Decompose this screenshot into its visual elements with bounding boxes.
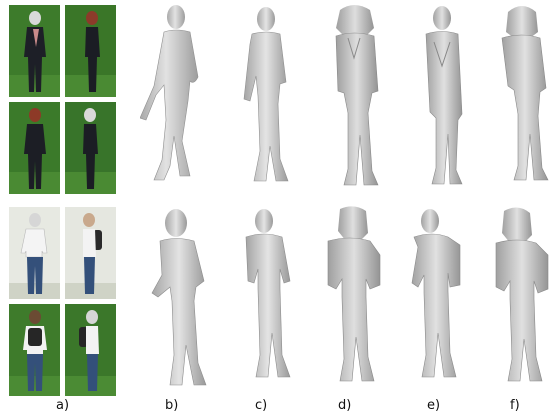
photo-man-back <box>9 304 60 396</box>
mesh-man-c <box>228 205 298 400</box>
mesh-man-d <box>316 205 392 400</box>
mesh-woman-c <box>228 2 298 197</box>
mesh-woman-b <box>140 2 220 197</box>
mesh-woman-d <box>322 2 388 197</box>
mesh-man-f <box>486 205 552 400</box>
label-a: a) <box>56 398 70 413</box>
photo-woman-front <box>9 5 60 97</box>
photo-woman-side <box>65 5 116 97</box>
photo-woman-side-2 <box>65 102 116 194</box>
label-b: b) <box>165 398 179 413</box>
photo-man-side <box>65 207 116 299</box>
mesh-man-e <box>402 205 472 400</box>
mesh-man-b <box>140 205 220 400</box>
label-e: e) <box>427 398 441 413</box>
mesh-woman-f <box>490 2 552 197</box>
photo-woman-back <box>9 102 60 194</box>
mesh-woman-e <box>412 2 472 197</box>
label-d: d) <box>338 398 352 413</box>
photo-man-front <box>9 207 60 299</box>
photo-man-side-2 <box>65 304 116 396</box>
label-f: f) <box>510 398 520 413</box>
label-c: c) <box>255 398 268 413</box>
